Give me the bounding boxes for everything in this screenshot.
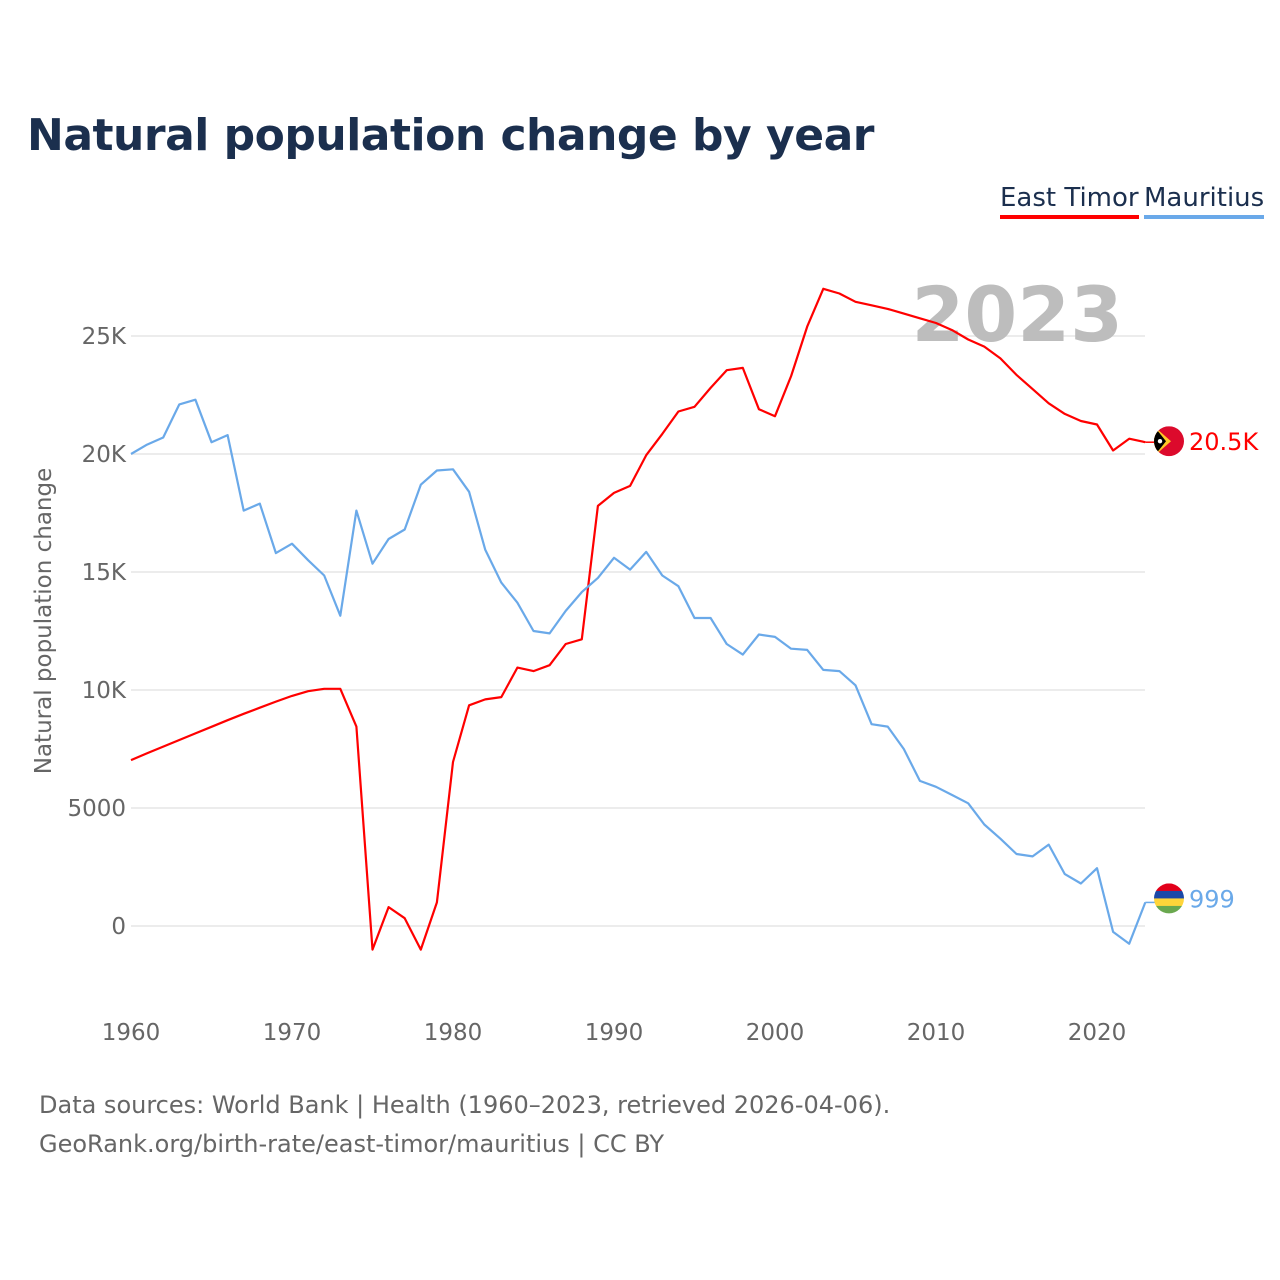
flag-mauritius-icon bbox=[1154, 883, 1184, 914]
footer: Data sources: World Bank | Health (1960–… bbox=[39, 1086, 890, 1164]
y-axis-label: Natural population change bbox=[31, 468, 57, 775]
y-tick-label: 15K bbox=[82, 560, 127, 586]
x-tick-label: 1980 bbox=[424, 1020, 483, 1046]
x-tick-label: 1990 bbox=[585, 1020, 644, 1046]
x-tick-label: 1960 bbox=[102, 1020, 161, 1046]
x-tick-label: 2010 bbox=[907, 1020, 966, 1046]
chart-title: Natural population change by year bbox=[27, 110, 874, 161]
year-watermark: 2023 bbox=[911, 270, 1123, 359]
y-tick-label: 0 bbox=[111, 914, 126, 940]
series-line-mauritius bbox=[130, 398, 1147, 945]
y-tick-label: 25K bbox=[82, 324, 127, 350]
end-value-label: 20.5K bbox=[1189, 428, 1259, 456]
legend-east-timor[interactable]: East Timor bbox=[1000, 183, 1139, 219]
x-tick-label: 1970 bbox=[263, 1020, 322, 1046]
y-tick-label: 20K bbox=[82, 442, 127, 468]
flag-east-timor-icon bbox=[1154, 426, 1184, 457]
end-value-label: 999 bbox=[1189, 885, 1235, 913]
y-tick-label: 10K bbox=[82, 678, 127, 704]
x-tick-label: 2020 bbox=[1068, 1020, 1127, 1046]
y-tick-label: 5000 bbox=[67, 796, 126, 822]
series-line-east-timor bbox=[130, 287, 1146, 951]
legend-mauritius[interactable]: Mauritius bbox=[1144, 183, 1265, 219]
footer-link[interactable]: GeoRank.org/birth-rate/east-timor/maurit… bbox=[39, 1130, 665, 1158]
x-tick-label: 2000 bbox=[746, 1020, 805, 1046]
footer-sources: Data sources: World Bank | Health (1960–… bbox=[39, 1091, 891, 1119]
